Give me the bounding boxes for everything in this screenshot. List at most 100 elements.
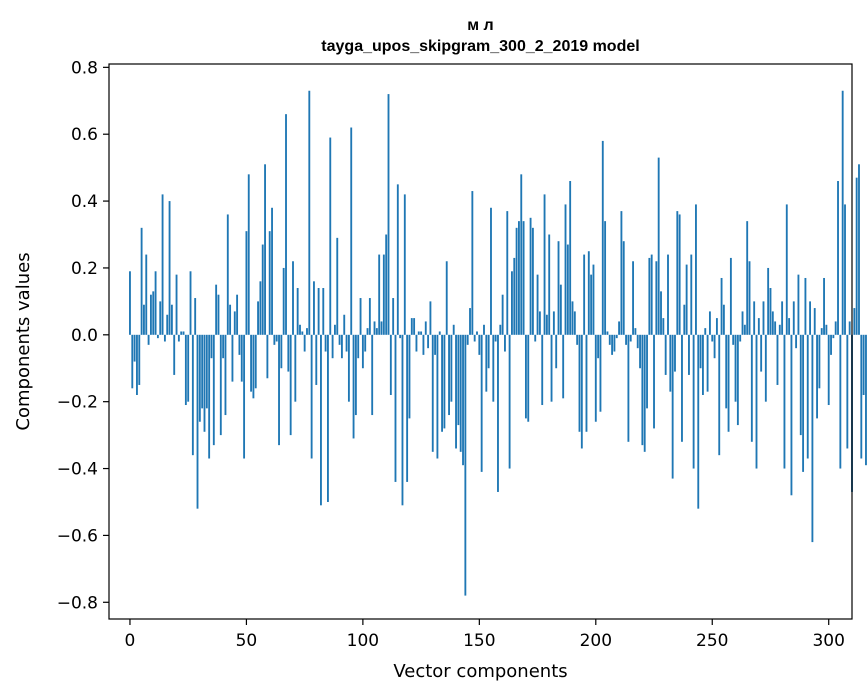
y-tick-label: 0.0	[71, 326, 98, 346]
bar	[354, 334, 357, 416]
bar	[566, 244, 569, 335]
bar	[809, 301, 811, 335]
bar	[320, 334, 322, 506]
bar	[704, 328, 707, 335]
bar	[690, 254, 693, 335]
bar	[657, 157, 660, 335]
bar	[275, 334, 278, 342]
bar	[715, 318, 718, 335]
bar	[368, 298, 371, 335]
bar	[785, 204, 788, 335]
bar	[504, 334, 506, 352]
bar	[194, 298, 197, 335]
bar	[811, 334, 814, 543]
bar	[450, 334, 453, 402]
bar	[823, 277, 825, 335]
bar	[830, 334, 832, 355]
bar	[401, 334, 404, 506]
bar	[685, 264, 688, 335]
bar	[634, 328, 637, 335]
bar	[627, 334, 630, 442]
bar	[688, 334, 690, 375]
bar	[375, 328, 378, 335]
bar	[748, 261, 751, 335]
bar	[620, 211, 623, 335]
bar	[282, 267, 285, 335]
bar	[273, 334, 276, 345]
bar	[287, 334, 290, 372]
y-tick-label: 0.4	[71, 192, 98, 212]
bar	[399, 334, 402, 339]
bar	[562, 334, 565, 399]
bar	[492, 334, 495, 402]
bar	[580, 334, 583, 449]
bar	[161, 194, 164, 335]
bar	[669, 334, 672, 392]
bar	[767, 267, 770, 335]
bar	[294, 334, 297, 402]
bar	[420, 331, 423, 335]
bar	[129, 271, 131, 335]
bar	[357, 334, 360, 359]
bar	[550, 334, 553, 402]
bar	[445, 261, 448, 335]
bar	[266, 334, 269, 379]
bar	[832, 334, 835, 339]
bar	[364, 334, 367, 352]
x-tick-label: 150	[463, 631, 495, 651]
bar	[224, 334, 227, 416]
bar	[760, 334, 763, 372]
y-tick-label: 0.8	[71, 58, 98, 78]
chart-title-line-1: м л	[467, 17, 493, 34]
bar	[697, 334, 700, 509]
bar	[436, 334, 439, 459]
bar	[536, 274, 539, 335]
bar	[597, 334, 600, 359]
bar	[795, 334, 798, 349]
y-tick-label: 0.6	[71, 125, 98, 145]
bar	[839, 334, 842, 469]
bar	[452, 324, 455, 335]
bar	[136, 334, 138, 395]
bar	[802, 334, 805, 472]
bar	[722, 304, 725, 335]
bar	[205, 334, 208, 409]
bar	[166, 314, 169, 335]
bar	[676, 211, 679, 335]
bar	[585, 334, 588, 432]
bar	[548, 234, 551, 335]
bar	[545, 314, 548, 335]
bar	[573, 311, 576, 335]
bar	[182, 331, 185, 335]
bar	[820, 328, 823, 335]
bar	[322, 288, 325, 335]
bar	[541, 334, 544, 406]
bar	[531, 227, 534, 335]
bar	[443, 334, 446, 429]
bar	[173, 334, 176, 375]
bar	[729, 257, 732, 335]
bar	[592, 264, 595, 335]
bar	[750, 334, 753, 442]
bar	[576, 334, 579, 345]
bar	[494, 334, 497, 342]
bar	[841, 90, 844, 335]
bar	[268, 231, 271, 335]
bar	[250, 334, 253, 392]
bar	[534, 334, 537, 342]
bar	[578, 334, 581, 432]
y-tick-label: −0.8	[57, 593, 98, 613]
bar	[389, 334, 392, 395]
y-axis-label: Components values	[13, 252, 34, 430]
bar	[762, 301, 765, 335]
bar	[783, 334, 786, 469]
x-tick-label: 300	[812, 631, 844, 651]
bar	[699, 334, 702, 369]
bar	[781, 301, 784, 335]
bar	[552, 311, 555, 335]
bar	[732, 334, 735, 345]
bar	[240, 334, 243, 382]
bar	[487, 334, 490, 369]
bar	[648, 257, 651, 335]
x-tick-label: 0	[125, 631, 136, 651]
